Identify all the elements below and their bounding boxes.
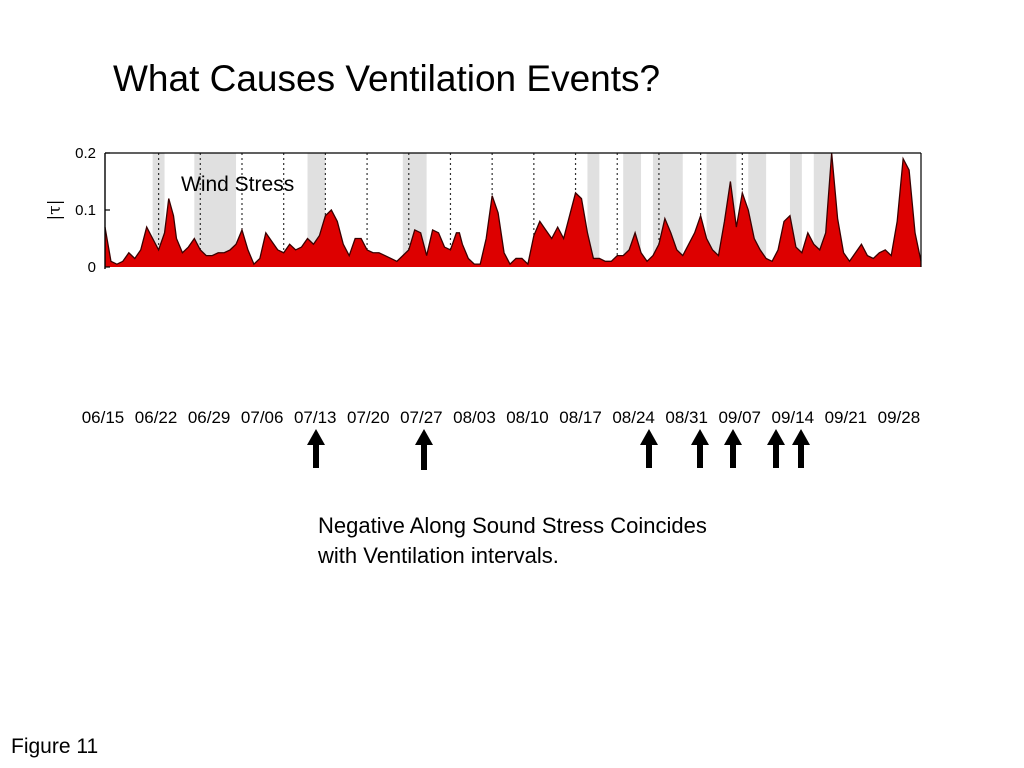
date-tick-label-11: 08/31 [665, 408, 708, 427]
date-tick-label-14: 09/21 [825, 408, 868, 427]
date-tick-label-10: 08/24 [612, 408, 655, 427]
date-tick-label-15: 09/28 [878, 408, 921, 427]
event-arrow-shaft-5 [773, 444, 779, 468]
caption: Negative Along Sound Stress Coincides wi… [318, 511, 838, 571]
event-arrow-head-0 [307, 429, 325, 445]
ventilation-shade-4 [587, 153, 600, 267]
date-tick-label-0: 06/15 [82, 408, 125, 427]
date-tick-label-12: 09/07 [718, 408, 761, 427]
ventilation-shade-1 [194, 153, 237, 267]
event-arrow-shaft-4 [730, 444, 736, 468]
y-axis-label: |τ| [45, 200, 65, 221]
event-arrow-head-2 [640, 429, 658, 445]
y-tick-label-0: 0 [88, 259, 96, 276]
slide-title: What Causes Ventilation Events? [113, 58, 661, 99]
wind-stress-area [105, 153, 921, 267]
event-arrow-head-4 [724, 429, 742, 445]
y-tick-label-2: 0.2 [75, 145, 96, 162]
date-tick-label-13: 09/14 [772, 408, 815, 427]
event-arrow-head-1 [415, 429, 433, 445]
event-arrow-shaft-3 [697, 444, 703, 468]
event-arrow-head-5 [767, 429, 785, 445]
event-arrow-shaft-1 [421, 444, 427, 470]
event-arrow-shaft-0 [313, 444, 319, 468]
figure-label: Figure 11 [11, 735, 99, 758]
y-tick-label-1: 0.1 [75, 202, 96, 219]
wind-stress-line [104, 152, 922, 266]
date-tick-label-1: 06/22 [135, 408, 178, 427]
date-tick-label-2: 06/29 [188, 408, 231, 427]
date-tick-label-5: 07/20 [347, 408, 390, 427]
caption-line-2: with Ventilation intervals. [318, 543, 559, 568]
event-arrow-head-3 [691, 429, 709, 445]
date-tick-label-8: 08/10 [506, 408, 549, 427]
date-tick-label-4: 07/13 [294, 408, 337, 427]
wind-stress-chart: 0 0.1 0.2 |τ| Wind Stress 06/15 06/22 06/29 07/0… [45, 145, 922, 470]
date-tick-label-7: 08/03 [453, 408, 496, 427]
series-label: Wind Stress [181, 173, 294, 196]
date-tick-label-6: 07/27 [400, 408, 443, 427]
event-arrow-shaft-6 [798, 444, 804, 468]
date-tick-label-9: 08/17 [559, 408, 602, 427]
event-arrow-head-6 [792, 429, 810, 445]
caption-line-1: Negative Along Sound Stress Coincides [318, 513, 707, 538]
ventilation-shade-9 [789, 153, 802, 267]
event-arrow-shaft-2 [646, 444, 652, 468]
date-tick-label-3: 07/06 [241, 408, 284, 427]
